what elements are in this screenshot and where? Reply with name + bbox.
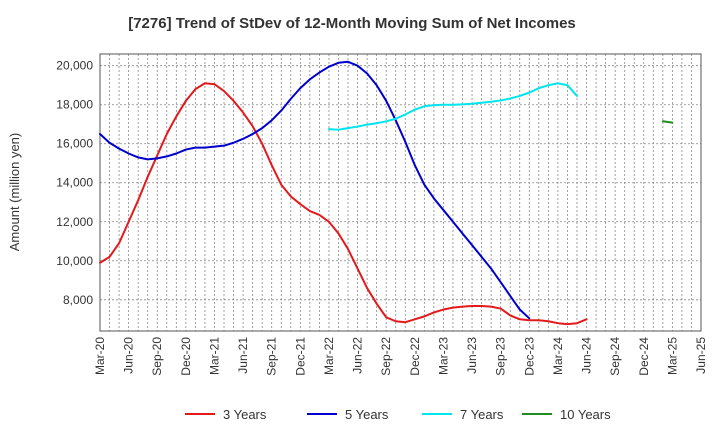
y-tick-labels: 8,000 10,000 12,000 14,000 16,000 18,000 20,00… <box>56 59 93 307</box>
legend-item: 7 Years <box>422 407 504 422</box>
x-tick-label: Mar-25 <box>665 337 679 375</box>
plot-frame <box>99 53 702 332</box>
x-tick-label: Mar-22 <box>322 337 336 375</box>
x-tick-label: Mar-23 <box>436 337 450 375</box>
legend: 3 Years 5 Years 7 Years 10 Years <box>185 407 611 422</box>
x-tick-label: Dec-22 <box>408 337 422 376</box>
y-tick-label: 10,000 <box>56 254 93 268</box>
legend-item: 3 Years <box>185 407 267 422</box>
y-tick-label: 16,000 <box>56 137 93 151</box>
legend-label: 5 Years <box>345 407 389 422</box>
x-tick-label: Sep-21 <box>265 337 279 376</box>
y-tick-label: 8,000 <box>63 293 93 307</box>
x-tick-label: Jun-25 <box>694 337 708 374</box>
legend-label: 3 Years <box>223 407 267 422</box>
x-tick-label: Jun-20 <box>122 337 136 374</box>
x-tick-labels: Mar-20 Jun-20 Sep-20 Dec-20 Mar-21 Jun-21 Sep-… <box>93 337 708 376</box>
x-tick-label: Jun-22 <box>351 337 365 374</box>
x-tick-label: Jun-24 <box>580 337 594 374</box>
series-line-2 <box>327 82 578 131</box>
y-tick-label: 14,000 <box>56 176 93 190</box>
x-tick-label: Sep-22 <box>379 337 393 376</box>
series-line-3 <box>661 120 674 124</box>
legend-label: 7 Years <box>460 407 504 422</box>
x-tick-label: Jun-23 <box>465 337 479 374</box>
x-tick-label: Dec-21 <box>293 337 307 376</box>
x-tick-label: Sep-24 <box>608 337 622 376</box>
x-tick-label: Mar-21 <box>207 337 221 375</box>
grid-lines <box>100 54 701 331</box>
legend-label: 10 Years <box>560 407 611 422</box>
y-tick-label: 12,000 <box>56 215 93 229</box>
legend-item: 10 Years <box>522 407 611 422</box>
x-tick-label: Dec-20 <box>179 337 193 376</box>
series-line-0 <box>99 82 588 326</box>
y-tick-label: 18,000 <box>56 98 93 112</box>
x-tick-label: Sep-20 <box>150 337 164 376</box>
x-tick-label: Dec-24 <box>637 337 651 376</box>
series-lines <box>99 60 674 326</box>
series-line-1 <box>99 60 531 320</box>
chart-title: [7276] Trend of StDev of 12-Month Moving… <box>128 15 576 32</box>
x-tick-label: Dec-23 <box>522 337 536 376</box>
x-tick-label: Mar-24 <box>551 337 565 375</box>
x-tick-label: Sep-23 <box>494 337 508 376</box>
y-axis-label: Amount (million yen) <box>7 133 22 252</box>
x-tick-label: Jun-21 <box>236 337 250 374</box>
x-tick-label: Mar-20 <box>93 337 107 375</box>
y-tick-label: 20,000 <box>56 59 93 73</box>
legend-item: 5 Years <box>307 407 389 422</box>
